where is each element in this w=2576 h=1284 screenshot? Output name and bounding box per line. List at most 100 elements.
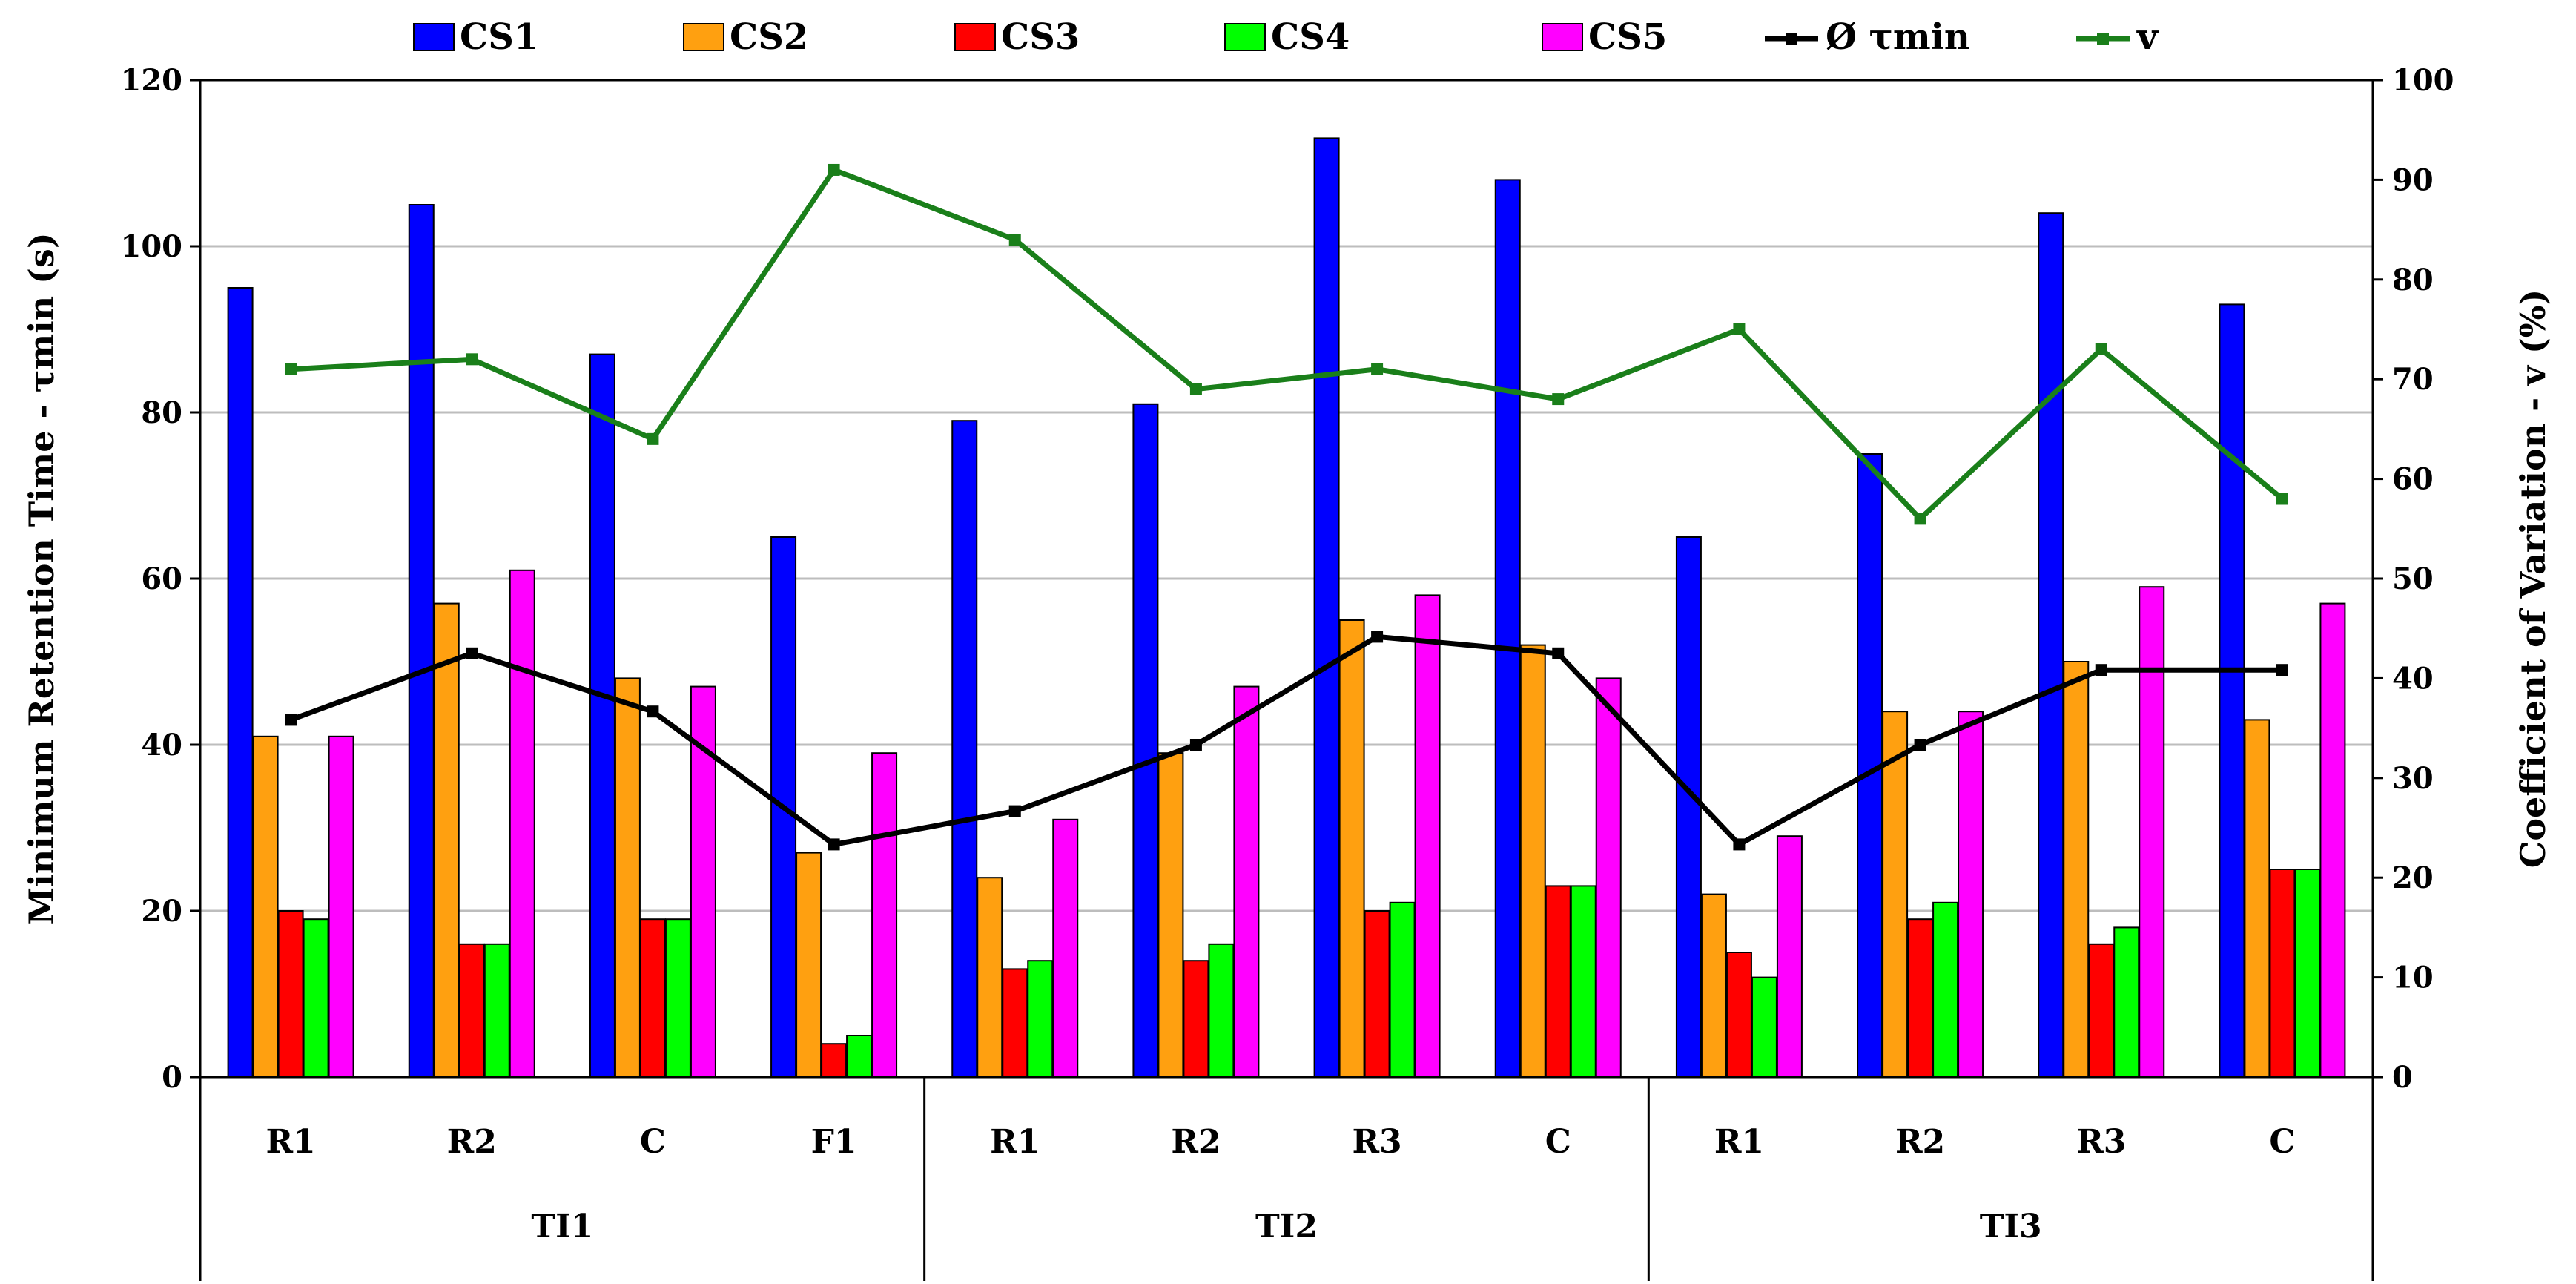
- marker-tau-min-4[interactable]: [828, 838, 840, 851]
- bar-cs3-4[interactable]: [821, 1043, 848, 1078]
- bar-cs2-11[interactable]: [2063, 661, 2090, 1078]
- bar-cs3-7[interactable]: [1364, 910, 1390, 1078]
- bar-cs2-4[interactable]: [796, 852, 822, 1078]
- bar-cs1-8[interactable]: [1494, 179, 1521, 1078]
- bar-cs4-1[interactable]: [303, 918, 329, 1078]
- right-tick-label: 0: [2392, 1060, 2413, 1095]
- marker-tau-min-5[interactable]: [1008, 805, 1021, 817]
- bar-cs3-12[interactable]: [2269, 869, 2296, 1078]
- bar-cs2-2[interactable]: [433, 602, 460, 1078]
- legend-swatch-cs5[interactable]: [1542, 23, 1583, 51]
- left-tick-label: 100: [121, 229, 183, 264]
- bar-cs3-5[interactable]: [1002, 968, 1028, 1079]
- bar-cs2-3[interactable]: [614, 677, 641, 1078]
- marker-v-2[interactable]: [466, 353, 478, 366]
- legend-swatch-cs3[interactable]: [954, 23, 996, 51]
- bar-cs1-11[interactable]: [2038, 212, 2064, 1079]
- marker-tau-min-2[interactable]: [466, 647, 478, 659]
- bar-cs1-2[interactable]: [408, 204, 435, 1078]
- legend-label-cs4: CS4: [1271, 16, 1350, 58]
- bar-cs4-6[interactable]: [1208, 943, 1235, 1079]
- bar-cs3-8[interactable]: [1545, 885, 1571, 1079]
- marker-tau-min-1[interactable]: [285, 714, 297, 726]
- bar-cs2-5[interactable]: [977, 877, 1003, 1078]
- legend-swatch-cs2[interactable]: [683, 23, 724, 51]
- bar-cs2-12[interactable]: [2244, 719, 2270, 1079]
- legend-swatch-cs4[interactable]: [1224, 23, 1266, 51]
- bar-cs4-2[interactable]: [483, 943, 510, 1079]
- bar-cs5-9[interactable]: [1776, 835, 1803, 1078]
- line-series-v[interactable]: [290, 167, 2285, 521]
- bar-cs4-10[interactable]: [1932, 901, 1959, 1079]
- bar-cs1-3[interactable]: [589, 353, 615, 1079]
- bar-cs4-4[interactable]: [846, 1035, 873, 1078]
- marker-v-7[interactable]: [1371, 363, 1384, 375]
- marker-v-4[interactable]: [828, 163, 840, 176]
- bar-cs3-6[interactable]: [1183, 960, 1209, 1078]
- marker-tau-min-10[interactable]: [1914, 739, 1926, 751]
- bar-cs1-1[interactable]: [227, 287, 254, 1078]
- marker-v-10[interactable]: [1914, 513, 1926, 525]
- bar-cs1-9[interactable]: [1675, 536, 1702, 1078]
- bar-cs4-12[interactable]: [2294, 869, 2321, 1078]
- bar-cs4-3[interactable]: [664, 918, 691, 1078]
- marker-v-9[interactable]: [1733, 323, 1746, 335]
- marker-v-1[interactable]: [285, 363, 297, 375]
- bar-cs5-12[interactable]: [2319, 602, 2346, 1078]
- bar-cs4-9[interactable]: [1751, 976, 1777, 1078]
- bar-cs1-12[interactable]: [2219, 303, 2245, 1078]
- legend-marker-v: [2097, 33, 2109, 45]
- bar-cs5-7[interactable]: [1414, 594, 1441, 1078]
- bar-cs1-7[interactable]: [1313, 137, 1340, 1078]
- marker-tau-min-12[interactable]: [2276, 664, 2288, 676]
- bar-cs5-8[interactable]: [1595, 677, 1622, 1078]
- marker-tau-min-7[interactable]: [1371, 631, 1384, 643]
- bar-cs3-2[interactable]: [458, 943, 485, 1079]
- bar-cs1-6[interactable]: [1132, 403, 1159, 1078]
- marker-tau-min-11[interactable]: [2095, 664, 2107, 676]
- bar-cs2-10[interactable]: [1882, 711, 1909, 1078]
- bar-cs4-8[interactable]: [1570, 885, 1596, 1079]
- bar-cs4-11[interactable]: [2113, 926, 2140, 1079]
- bar-cs1-5[interactable]: [951, 420, 978, 1078]
- marker-v-3[interactable]: [647, 432, 659, 445]
- bar-cs5-10[interactable]: [1958, 711, 1984, 1078]
- category-label: C: [1545, 1123, 1571, 1161]
- bar-cs3-11[interactable]: [2088, 943, 2115, 1079]
- marker-tau-min-3[interactable]: [647, 705, 659, 718]
- bar-cs5-1[interactable]: [328, 735, 354, 1078]
- legend-swatch-cs1[interactable]: [413, 23, 455, 51]
- category-label: C: [640, 1123, 666, 1161]
- bar-cs2-1[interactable]: [252, 735, 279, 1078]
- bar-cs3-3[interactable]: [639, 918, 666, 1078]
- bar-cs4-5[interactable]: [1027, 960, 1054, 1078]
- bar-cs3-10[interactable]: [1907, 918, 1934, 1078]
- bar-cs3-9[interactable]: [1725, 952, 1752, 1078]
- category-label: R2: [1171, 1123, 1221, 1161]
- legend-label-v: v: [2136, 16, 2159, 58]
- bar-cs2-9[interactable]: [1700, 893, 1727, 1078]
- marker-v-8[interactable]: [1552, 393, 1565, 406]
- marker-tau-min-9[interactable]: [1733, 838, 1746, 851]
- marker-v-5[interactable]: [1008, 234, 1021, 246]
- category-label: C: [2269, 1123, 2295, 1161]
- bar-cs5-2[interactable]: [509, 569, 535, 1078]
- y-axis-title-left: Minimum Retention Time - τmin (s): [22, 232, 62, 924]
- bar-cs4-7[interactable]: [1389, 901, 1416, 1079]
- marker-tau-min-8[interactable]: [1552, 647, 1565, 659]
- bar-cs5-5[interactable]: [1052, 818, 1079, 1079]
- marker-v-12[interactable]: [2276, 493, 2288, 505]
- line-series-tau-min[interactable]: [289, 633, 2282, 847]
- bar-cs5-6[interactable]: [1233, 685, 1260, 1078]
- marker-tau-min-6[interactable]: [1189, 739, 1202, 751]
- bar-cs3-1[interactable]: [277, 910, 304, 1078]
- bar-cs2-8[interactable]: [1519, 644, 1546, 1078]
- bar-cs5-11[interactable]: [2139, 586, 2165, 1078]
- marker-v-11[interactable]: [2095, 343, 2107, 355]
- bar-cs2-6[interactable]: [1157, 752, 1184, 1078]
- marker-v-6[interactable]: [1189, 383, 1202, 395]
- bar-cs2-7[interactable]: [1338, 619, 1365, 1078]
- right-tick-label: 100: [2392, 63, 2454, 98]
- bar-cs5-4[interactable]: [871, 752, 898, 1078]
